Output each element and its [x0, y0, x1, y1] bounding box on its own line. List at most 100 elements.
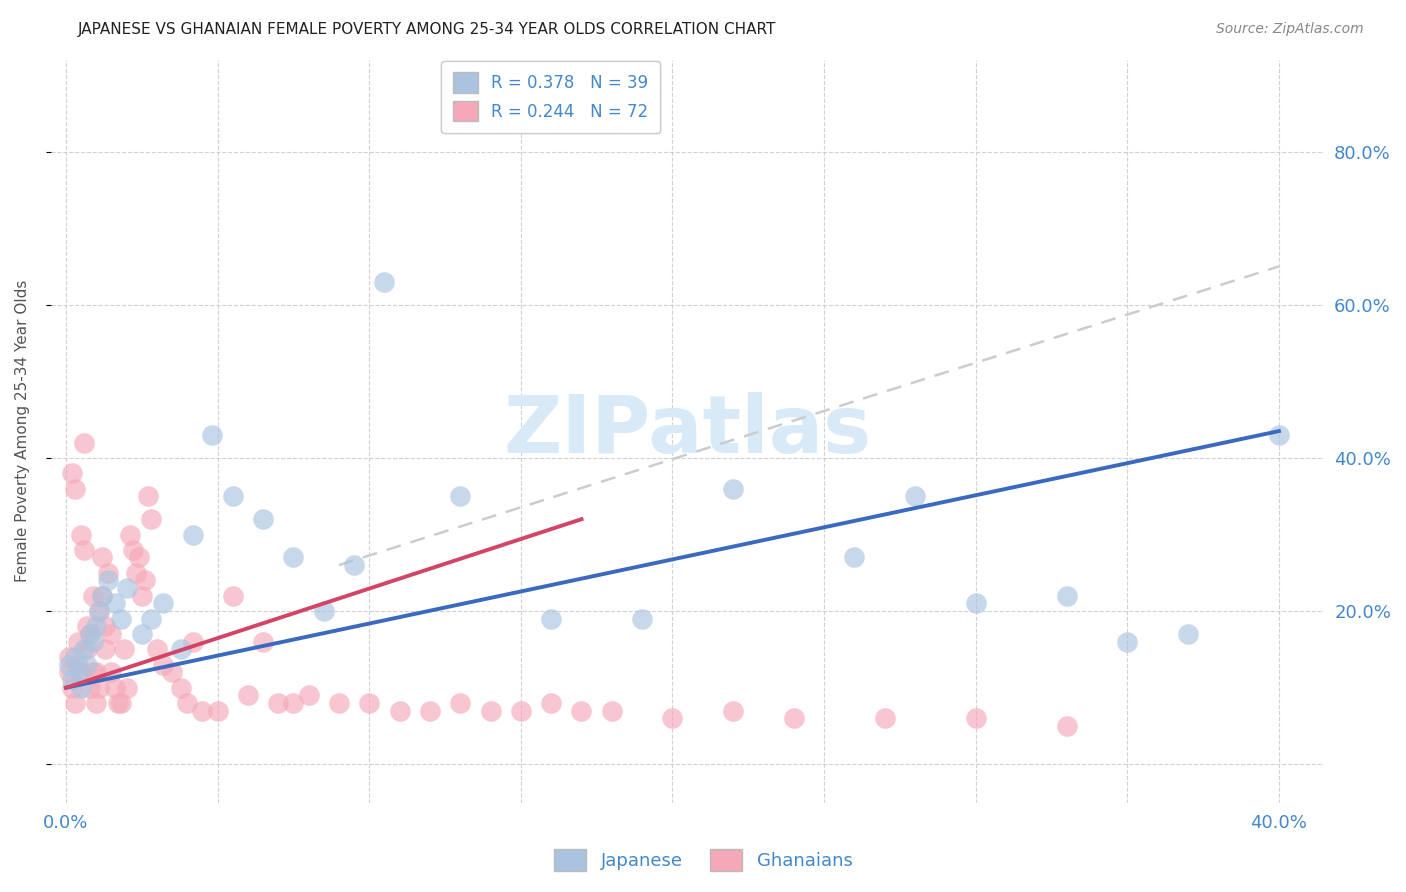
- Point: [183, 527, 205, 541]
- Point: [115, 681, 138, 695]
- Point: [373, 275, 395, 289]
- Point: [170, 642, 193, 657]
- Point: [540, 612, 562, 626]
- Point: [661, 711, 683, 725]
- Point: [449, 696, 471, 710]
- Point: [94, 619, 117, 633]
- Point: [631, 612, 654, 626]
- Point: [200, 428, 222, 442]
- Point: [60, 673, 83, 687]
- Point: [63, 696, 86, 710]
- Point: [343, 558, 366, 573]
- Point: [67, 634, 90, 648]
- Point: [94, 642, 117, 657]
- Point: [76, 619, 98, 633]
- Point: [67, 665, 90, 680]
- Point: [904, 489, 927, 503]
- Point: [70, 665, 93, 680]
- Point: [283, 550, 305, 565]
- Point: [1116, 634, 1139, 648]
- Point: [146, 642, 169, 657]
- Point: [252, 512, 274, 526]
- Point: [222, 489, 245, 503]
- Point: [107, 696, 129, 710]
- Point: [125, 566, 148, 580]
- Point: [110, 696, 132, 710]
- Point: [449, 489, 471, 503]
- Point: [176, 696, 198, 710]
- Point: [207, 704, 229, 718]
- Point: [60, 467, 83, 481]
- Point: [70, 681, 93, 695]
- Point: [328, 696, 350, 710]
- Point: [89, 681, 111, 695]
- Point: [183, 634, 205, 648]
- Point: [91, 550, 114, 565]
- Point: [91, 589, 114, 603]
- Point: [388, 704, 411, 718]
- Point: [312, 604, 335, 618]
- Text: JAPANESE VS GHANAIAN FEMALE POVERTY AMONG 25-34 YEAR OLDS CORRELATION CHART: JAPANESE VS GHANAIAN FEMALE POVERTY AMON…: [77, 22, 776, 37]
- Point: [82, 589, 104, 603]
- Point: [112, 642, 135, 657]
- Point: [97, 566, 120, 580]
- Point: [160, 665, 183, 680]
- Point: [359, 696, 381, 710]
- Point: [79, 627, 101, 641]
- Point: [82, 634, 104, 648]
- Point: [73, 435, 96, 450]
- Point: [76, 657, 98, 672]
- Point: [134, 574, 156, 588]
- Point: [152, 597, 174, 611]
- Point: [222, 589, 245, 603]
- Point: [100, 665, 122, 680]
- Point: [86, 665, 108, 680]
- Point: [73, 542, 96, 557]
- Point: [600, 704, 623, 718]
- Point: [236, 689, 259, 703]
- Point: [571, 704, 593, 718]
- Point: [58, 665, 80, 680]
- Point: [91, 589, 114, 603]
- Point: [873, 711, 896, 725]
- Point: [58, 650, 80, 665]
- Point: [479, 704, 502, 718]
- Point: [76, 642, 98, 657]
- Point: [965, 597, 987, 611]
- Text: ZIPatlas: ZIPatlas: [503, 392, 872, 470]
- Point: [118, 527, 141, 541]
- Text: Source: ZipAtlas.com: Source: ZipAtlas.com: [1216, 22, 1364, 37]
- Point: [100, 627, 122, 641]
- Point: [297, 689, 319, 703]
- Point: [79, 681, 101, 695]
- Legend: R = 0.378   N = 39, R = 0.244   N = 72: R = 0.378 N = 39, R = 0.244 N = 72: [441, 61, 659, 133]
- Y-axis label: Female Poverty Among 25-34 Year Olds: Female Poverty Among 25-34 Year Olds: [15, 280, 30, 582]
- Point: [103, 681, 125, 695]
- Point: [965, 711, 987, 725]
- Point: [152, 657, 174, 672]
- Point: [540, 696, 562, 710]
- Point: [89, 604, 111, 618]
- Point: [283, 696, 305, 710]
- Point: [1056, 719, 1078, 733]
- Point: [419, 704, 441, 718]
- Legend: Japanese, Ghanaians: Japanese, Ghanaians: [547, 842, 859, 879]
- Point: [1056, 589, 1078, 603]
- Point: [79, 627, 101, 641]
- Point: [139, 612, 162, 626]
- Point: [63, 482, 86, 496]
- Point: [1268, 428, 1291, 442]
- Point: [1177, 627, 1199, 641]
- Point: [509, 704, 531, 718]
- Point: [721, 704, 744, 718]
- Point: [844, 550, 866, 565]
- Point: [97, 574, 120, 588]
- Point: [110, 612, 132, 626]
- Point: [131, 627, 153, 641]
- Point: [139, 512, 162, 526]
- Point: [115, 581, 138, 595]
- Point: [136, 489, 159, 503]
- Point: [121, 542, 143, 557]
- Point: [82, 665, 104, 680]
- Point: [131, 589, 153, 603]
